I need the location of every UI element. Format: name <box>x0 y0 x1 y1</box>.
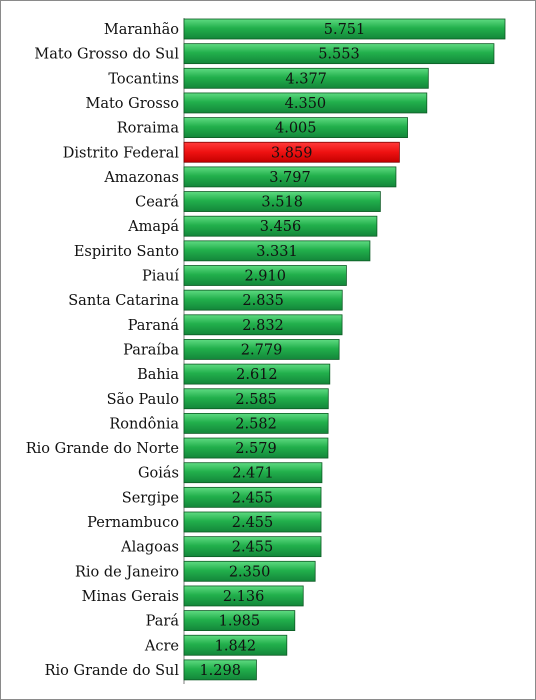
category-label-7: Ceará <box>135 195 179 211</box>
bar-25 <box>183 634 288 656</box>
bar-value-label-14: 2.612 <box>236 367 278 383</box>
bar-value-label-6: 3.797 <box>269 170 311 186</box>
bar-0 <box>183 18 506 40</box>
category-label-16: Rondônia <box>109 416 179 432</box>
bar-value-label-4: 4.005 <box>275 121 317 137</box>
category-label-4: Roraima <box>117 121 180 137</box>
category-label-3: Mato Grosso <box>85 96 179 112</box>
bar-value-label-15: 2.585 <box>235 392 277 408</box>
category-label-8: Amapá <box>127 219 179 235</box>
bar-3 <box>183 92 428 114</box>
bar-1 <box>183 43 495 65</box>
bar-value-label-23: 2.136 <box>223 589 265 605</box>
bar-value-label-22: 2.350 <box>229 564 271 580</box>
category-label-0: Maranhão <box>104 22 179 38</box>
bar-18 <box>183 462 323 484</box>
bar-17 <box>183 437 329 459</box>
bar-13 <box>183 339 340 360</box>
bar-15 <box>183 388 329 410</box>
bar-value-label-19: 2.455 <box>232 490 274 506</box>
bar-21 <box>183 536 322 558</box>
bar-value-label-10: 2.910 <box>244 269 286 285</box>
category-label-2: Tocantins <box>108 71 179 87</box>
bar-11 <box>183 289 343 311</box>
bar-4 <box>183 117 408 138</box>
bar-value-label-8: 3.456 <box>260 219 302 235</box>
bar-value-label-0: 5.751 <box>324 22 366 38</box>
category-label-12: Paraná <box>128 318 180 334</box>
bar-value-label-2: 4.377 <box>285 71 327 87</box>
bar-8 <box>183 215 378 237</box>
bar-6 <box>183 166 397 188</box>
bar-5 <box>183 141 400 163</box>
bar-10 <box>183 265 347 286</box>
category-label-9: Espirito Santo <box>74 244 179 260</box>
bar-value-label-5: 3.859 <box>271 145 313 161</box>
bar-12 <box>183 314 343 336</box>
bar-24 <box>183 610 296 631</box>
category-label-19: Sergipe <box>122 490 179 506</box>
bar-26 <box>183 659 257 681</box>
bar-value-label-18: 2.471 <box>232 466 274 482</box>
bar-2 <box>183 67 429 89</box>
bar-value-label-17: 2.579 <box>235 441 277 457</box>
bar-20 <box>183 511 322 533</box>
category-label-26: Rio Grande do Sul <box>45 663 180 679</box>
category-label-17: Rio Grande do Norte <box>26 441 179 457</box>
bar-value-label-12: 2.832 <box>242 318 284 334</box>
bar-value-label-13: 2.779 <box>241 342 283 358</box>
bar-16 <box>183 412 329 434</box>
bar-value-label-24: 1.985 <box>219 614 261 630</box>
category-label-5: Distrito Federal <box>63 145 180 161</box>
bar-19 <box>183 486 322 508</box>
bar-value-label-16: 2.582 <box>235 416 277 432</box>
bar-value-label-9: 3.331 <box>256 244 298 260</box>
category-label-10: Piauí <box>142 269 179 285</box>
category-label-13: Paraíba <box>123 342 179 358</box>
bar-value-label-20: 2.455 <box>232 515 274 531</box>
category-label-1: Mato Grosso do Sul <box>34 47 179 63</box>
bar-value-label-3: 4.350 <box>285 96 327 112</box>
category-labels-group: Maranhão Mato Grosso do Sul Tocantins Mato … <box>26 22 180 679</box>
category-label-6: Amazonas <box>103 170 179 186</box>
bar-14 <box>183 363 331 385</box>
bar-value-label-21: 2.455 <box>232 540 274 556</box>
category-label-24: Pará <box>146 614 180 630</box>
category-label-20: Pernambuco <box>87 515 179 531</box>
bar-23 <box>183 585 304 607</box>
bar-value-label-26: 1.298 <box>199 663 241 679</box>
category-label-23: Minas Gerais <box>82 589 179 605</box>
bar-value-label-11: 2.835 <box>242 293 284 309</box>
category-label-14: Bahia <box>137 367 179 383</box>
bar-9 <box>183 240 371 262</box>
category-label-25: Acre <box>144 638 179 654</box>
bars-group: 5.751 5.553 4.377 4.350 4.005 3.859 3.797 3.518… <box>183 18 506 681</box>
bar-22 <box>183 560 316 582</box>
bar-7 <box>183 191 381 212</box>
bar-value-label-25: 1.842 <box>215 638 257 654</box>
category-label-22: Rio de Janeiro <box>75 564 179 580</box>
bar-value-label-7: 3.518 <box>261 195 303 211</box>
bar-value-label-1: 5.553 <box>318 47 360 63</box>
category-label-18: Goiás <box>138 466 179 482</box>
category-label-11: Santa Catarina <box>68 293 179 309</box>
category-label-15: São Paulo <box>107 392 179 408</box>
category-label-21: Alagoas <box>120 540 179 556</box>
